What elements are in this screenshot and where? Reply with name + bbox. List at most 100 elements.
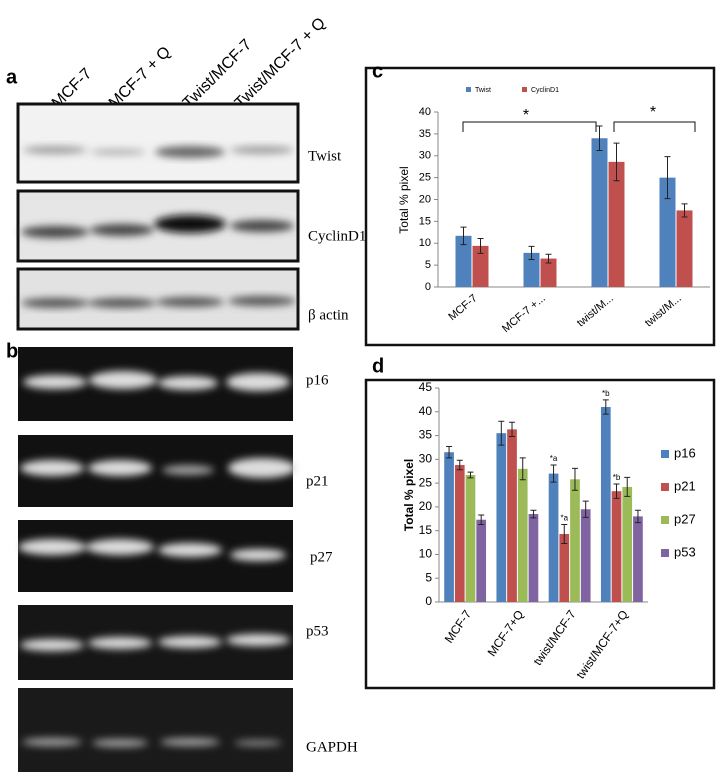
error-bar xyxy=(477,237,484,254)
error-bar xyxy=(528,245,535,260)
x-tick-label: twist/MCF-7 xyxy=(531,607,579,668)
bar xyxy=(540,258,557,287)
gene-label: p27 xyxy=(310,549,333,565)
x-tick-label: twist/M... xyxy=(643,292,684,329)
error-bar xyxy=(571,467,578,491)
lane-label: Twist/MCF-7 + Q xyxy=(232,15,329,112)
gene-label: p21 xyxy=(306,473,329,489)
error-bar xyxy=(624,476,631,497)
x-tick-label: MCF-7 +... xyxy=(500,292,548,335)
gel xyxy=(18,347,296,772)
bar xyxy=(611,491,622,602)
bar xyxy=(465,475,476,602)
y-tick-label: 25 xyxy=(419,172,431,184)
error-bar xyxy=(613,483,620,499)
bar xyxy=(580,509,591,602)
panel-label: b xyxy=(6,340,18,362)
panel-label: a xyxy=(6,66,18,88)
y-axis-label: Total % pixel xyxy=(397,166,411,233)
panel-label: d xyxy=(372,355,384,377)
legend-label: p53 xyxy=(674,544,696,559)
y-tick-label: 15 xyxy=(419,523,433,537)
y-tick-label: 0 xyxy=(425,281,431,293)
bar xyxy=(528,514,539,602)
bar-note: *a xyxy=(560,514,568,523)
y-tick-label: 20 xyxy=(419,193,431,205)
error-bar xyxy=(519,457,526,481)
gene-label: GAPDH xyxy=(306,739,358,755)
bar xyxy=(676,210,693,287)
bar xyxy=(496,433,507,602)
bar xyxy=(570,479,580,602)
error-bar xyxy=(467,471,474,479)
annotation: * xyxy=(523,107,529,124)
error-bar xyxy=(498,420,505,446)
error-bar xyxy=(681,203,688,218)
y-tick-label: 5 xyxy=(425,570,432,584)
x-tick-label: MCF-7 xyxy=(446,292,479,323)
bar xyxy=(591,138,608,287)
y-tick-label: 35 xyxy=(419,128,431,140)
legend-label: p16 xyxy=(674,445,696,460)
y-tick-label: 15 xyxy=(419,215,431,227)
significance-bracket xyxy=(462,121,696,132)
bar xyxy=(507,429,517,602)
bar xyxy=(455,235,472,287)
error-bar xyxy=(582,500,589,518)
x-tick-label: twist/MCF-7+Q xyxy=(573,608,631,682)
error-bar xyxy=(550,464,557,483)
error-bar xyxy=(596,125,603,151)
legend-swatch xyxy=(522,87,527,92)
y-tick-label: 35 xyxy=(419,428,433,442)
gene-label: p16 xyxy=(306,372,329,388)
bar xyxy=(472,245,489,287)
panel-label: c xyxy=(372,60,383,82)
bar xyxy=(517,468,528,602)
error-bar xyxy=(545,253,552,264)
error-bar xyxy=(634,509,641,524)
y-tick-label: 0 xyxy=(425,594,432,608)
bar xyxy=(608,161,625,287)
legend-label: p27 xyxy=(674,511,696,526)
legend-swatch xyxy=(661,516,669,524)
bar xyxy=(559,533,570,602)
legend-label: CyclinD1 xyxy=(531,87,559,94)
x-tick-label: MCF-7+Q xyxy=(485,608,527,659)
y-tick-label: 30 xyxy=(419,150,431,162)
protein-label: Twist xyxy=(308,148,342,164)
error-bar xyxy=(460,226,467,246)
protein-label: β actin xyxy=(308,307,349,323)
y-tick-label: 40 xyxy=(419,106,431,118)
error-bar xyxy=(602,399,609,415)
lane-label: MCF-7 + Q xyxy=(106,44,174,112)
error-bar xyxy=(478,514,485,525)
x-tick-label: MCF-7 xyxy=(442,607,475,645)
protein-label: CyclinD1 xyxy=(308,228,366,244)
y-tick-label: 25 xyxy=(419,475,433,489)
legend-label: p21 xyxy=(674,478,696,493)
error-bar xyxy=(509,421,516,438)
bar xyxy=(659,177,676,287)
bar xyxy=(454,465,465,602)
bar xyxy=(523,252,540,287)
legend-label: Twist xyxy=(475,87,491,94)
error-bar xyxy=(446,445,453,459)
legend-swatch xyxy=(661,549,669,557)
bar xyxy=(622,486,633,602)
y-tick-label: 40 xyxy=(419,404,433,418)
bar-note: *b xyxy=(602,389,610,398)
y-tick-label: 10 xyxy=(419,237,431,249)
error-bar xyxy=(664,156,671,200)
y-tick-label: 10 xyxy=(419,547,433,561)
bar xyxy=(476,519,487,602)
x-tick-label: twist/M... xyxy=(575,292,616,329)
bar xyxy=(444,452,454,602)
legend-swatch xyxy=(661,483,669,491)
error-bar xyxy=(456,459,463,471)
y-tick-label: 20 xyxy=(419,499,433,513)
error-bar xyxy=(561,523,568,545)
western-blot xyxy=(16,102,300,331)
gene-label: p53 xyxy=(306,623,329,639)
y-tick-label: 30 xyxy=(419,452,433,466)
